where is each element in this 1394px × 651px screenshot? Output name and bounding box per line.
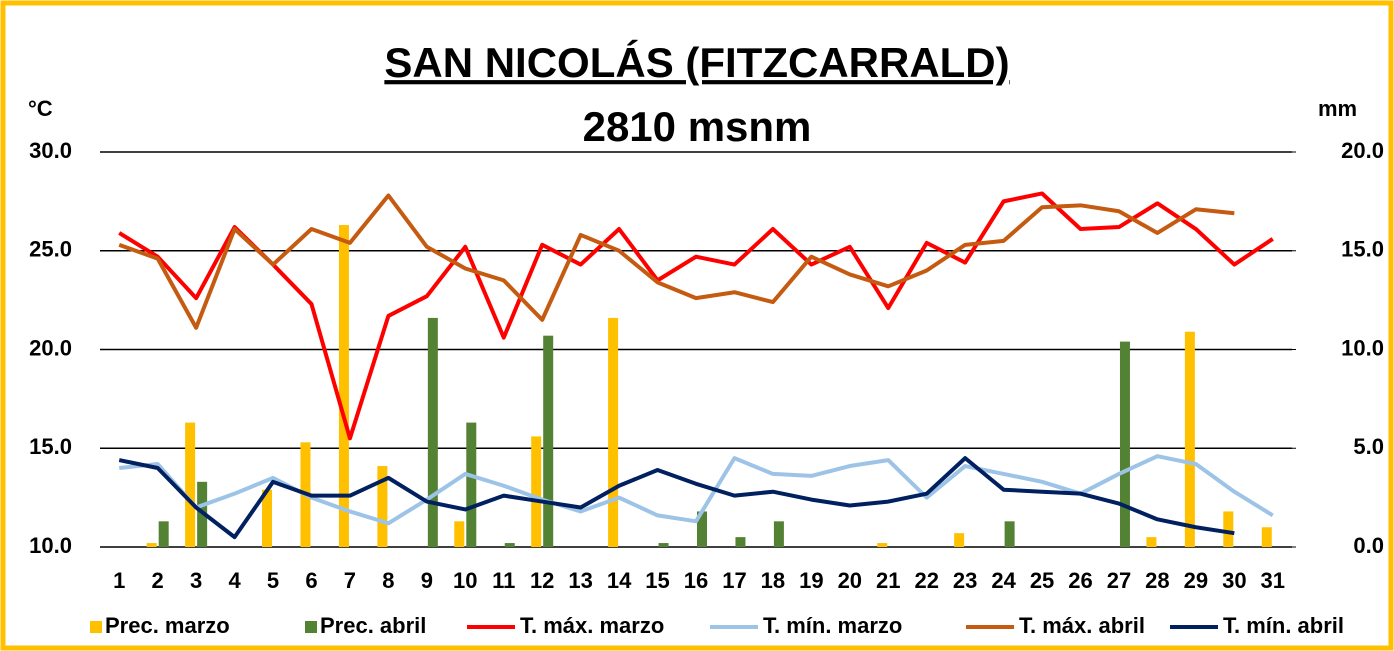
x-tick-label: 10 [453, 568, 477, 593]
bar [427, 317, 438, 547]
y2-tick-label: 10.0 [1341, 335, 1384, 360]
x-tick-label: 1 [113, 568, 125, 593]
x-tick-label: 5 [267, 568, 279, 593]
chart-title: SAN NICOLÁS (FITZCARRALD) [384, 39, 1009, 86]
bar [338, 225, 349, 547]
bar [158, 521, 169, 547]
bar [377, 466, 388, 547]
x-tick-label: 21 [876, 568, 900, 593]
y-tick-label: 25.0 [29, 237, 72, 262]
legend-label: T. máx. marzo [520, 613, 664, 638]
x-tick-label: 29 [1184, 568, 1208, 593]
bar [773, 521, 784, 547]
x-tick-label: 4 [228, 568, 241, 593]
legend-label: T. mín. marzo [763, 613, 902, 638]
x-tick-label: 13 [568, 568, 592, 593]
y-axis-label: °C [28, 96, 53, 121]
x-tick-label: 31 [1261, 568, 1285, 593]
x-tick-label: 7 [344, 568, 356, 593]
x-tick-label: 12 [530, 568, 554, 593]
bar [1119, 341, 1130, 547]
x-tick-label: 9 [421, 568, 433, 593]
bar [735, 537, 746, 547]
y-tick-label: 10.0 [29, 533, 72, 558]
x-tick-label: 14 [607, 568, 632, 593]
y2-tick-label: 5.0 [1353, 434, 1384, 459]
bar [608, 317, 619, 547]
bar [658, 543, 669, 547]
bar [185, 422, 196, 547]
bar [531, 436, 542, 547]
x-tick-label: 11 [492, 568, 515, 593]
y2-axis-label: mm [1318, 96, 1357, 121]
x-tick-label: 3 [190, 568, 202, 593]
bar [1004, 521, 1015, 547]
x-tick-label: 2 [152, 568, 164, 593]
x-tick-label: 17 [722, 568, 746, 593]
y-tick-label: 15.0 [29, 434, 72, 459]
chart-subtitle: 2810 msnm [583, 103, 812, 150]
bar [1184, 331, 1195, 547]
legend-label: T. máx. abril [1019, 613, 1145, 638]
x-tick-label: 26 [1068, 568, 1092, 593]
y-tick-label: 20.0 [29, 335, 72, 360]
bar [146, 543, 157, 547]
bar [504, 543, 515, 547]
line-series [118, 456, 1235, 540]
legend-label: T. mín. abril [1223, 613, 1344, 638]
x-tick-label: 19 [799, 568, 823, 593]
x-tick-label: 22 [914, 568, 938, 593]
legend-label: Prec. marzo [105, 613, 230, 638]
bar [1223, 511, 1234, 547]
x-tick-label: 15 [645, 568, 669, 593]
y2-tick-label: 15.0 [1341, 237, 1384, 262]
bar [466, 422, 477, 547]
x-tick-label: 23 [953, 568, 977, 593]
line-series [118, 193, 1235, 330]
x-tick-label: 25 [1030, 568, 1054, 593]
legend-label: Prec. abril [320, 613, 426, 638]
x-tick-label: 24 [991, 568, 1016, 593]
x-tick-label: 6 [305, 568, 317, 593]
legend-swatch [90, 621, 102, 633]
bar [543, 335, 554, 547]
bar [1146, 537, 1157, 547]
bar [454, 521, 465, 547]
bar [877, 543, 888, 547]
bar [954, 533, 965, 547]
x-tick-label: 28 [1145, 568, 1169, 593]
y-tick-label: 30.0 [29, 138, 72, 163]
x-tick-label: 20 [838, 568, 862, 593]
bar [697, 511, 707, 547]
line-series [118, 191, 1274, 441]
bar [262, 489, 273, 547]
x-tick-label: 30 [1222, 568, 1246, 593]
y2-tick-label: 0.0 [1353, 533, 1384, 558]
legend-swatch [305, 621, 317, 633]
bar [1261, 527, 1272, 547]
x-tick-label: 16 [684, 568, 708, 593]
x-tick-label: 18 [761, 568, 785, 593]
x-tick-label: 8 [382, 568, 394, 593]
x-tick-label: 27 [1107, 568, 1131, 593]
y2-tick-label: 20.0 [1341, 138, 1384, 163]
